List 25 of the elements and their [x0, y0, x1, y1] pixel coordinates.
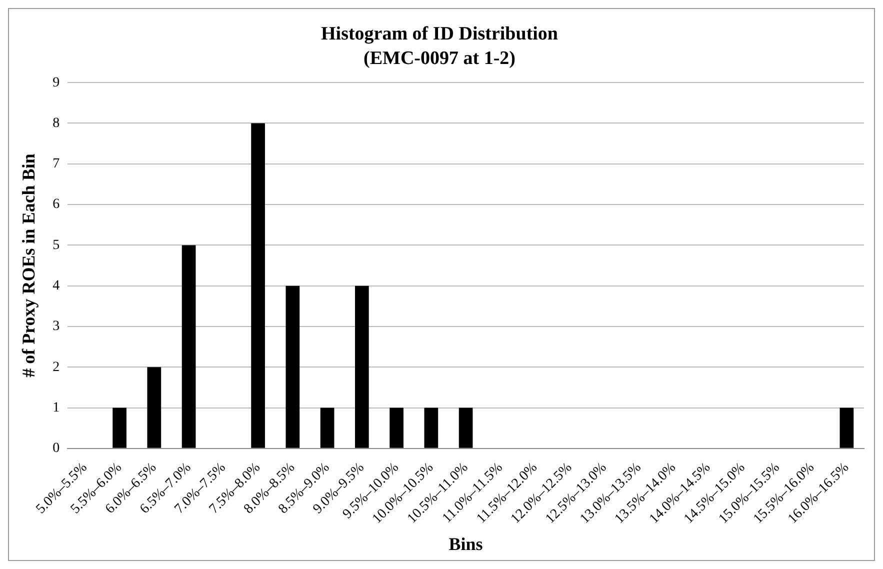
y-tick-label: 4: [52, 278, 60, 294]
bar: [458, 408, 473, 448]
chart-subtitle: (EMC-0097 at 1-2): [364, 48, 516, 70]
y-tick-label: 3: [52, 319, 60, 334]
bar: [112, 408, 126, 448]
y-axis-title: # of Proxy ROEs in Each Bin: [18, 154, 38, 378]
bar: [840, 408, 854, 448]
y-tick-label: 7: [52, 156, 60, 172]
chart-title: Histogram of ID Distribution: [321, 23, 558, 44]
y-tick-label: 6: [52, 197, 60, 212]
bar: [286, 286, 300, 448]
bar: [251, 123, 265, 448]
y-tick-label: 0: [52, 441, 60, 456]
bar: [147, 367, 162, 448]
y-tick-label: 5: [52, 238, 60, 253]
bar: [320, 408, 334, 448]
y-tick-label: 1: [52, 400, 60, 416]
bar: [424, 408, 438, 448]
bar: [182, 245, 196, 448]
bar: [354, 286, 369, 448]
y-tick-label: 2: [52, 360, 60, 375]
y-tick-label: 8: [52, 116, 60, 131]
x-axis-title: Bins: [448, 534, 483, 554]
bar: [390, 408, 404, 448]
y-tick-label: 9: [52, 75, 60, 90]
